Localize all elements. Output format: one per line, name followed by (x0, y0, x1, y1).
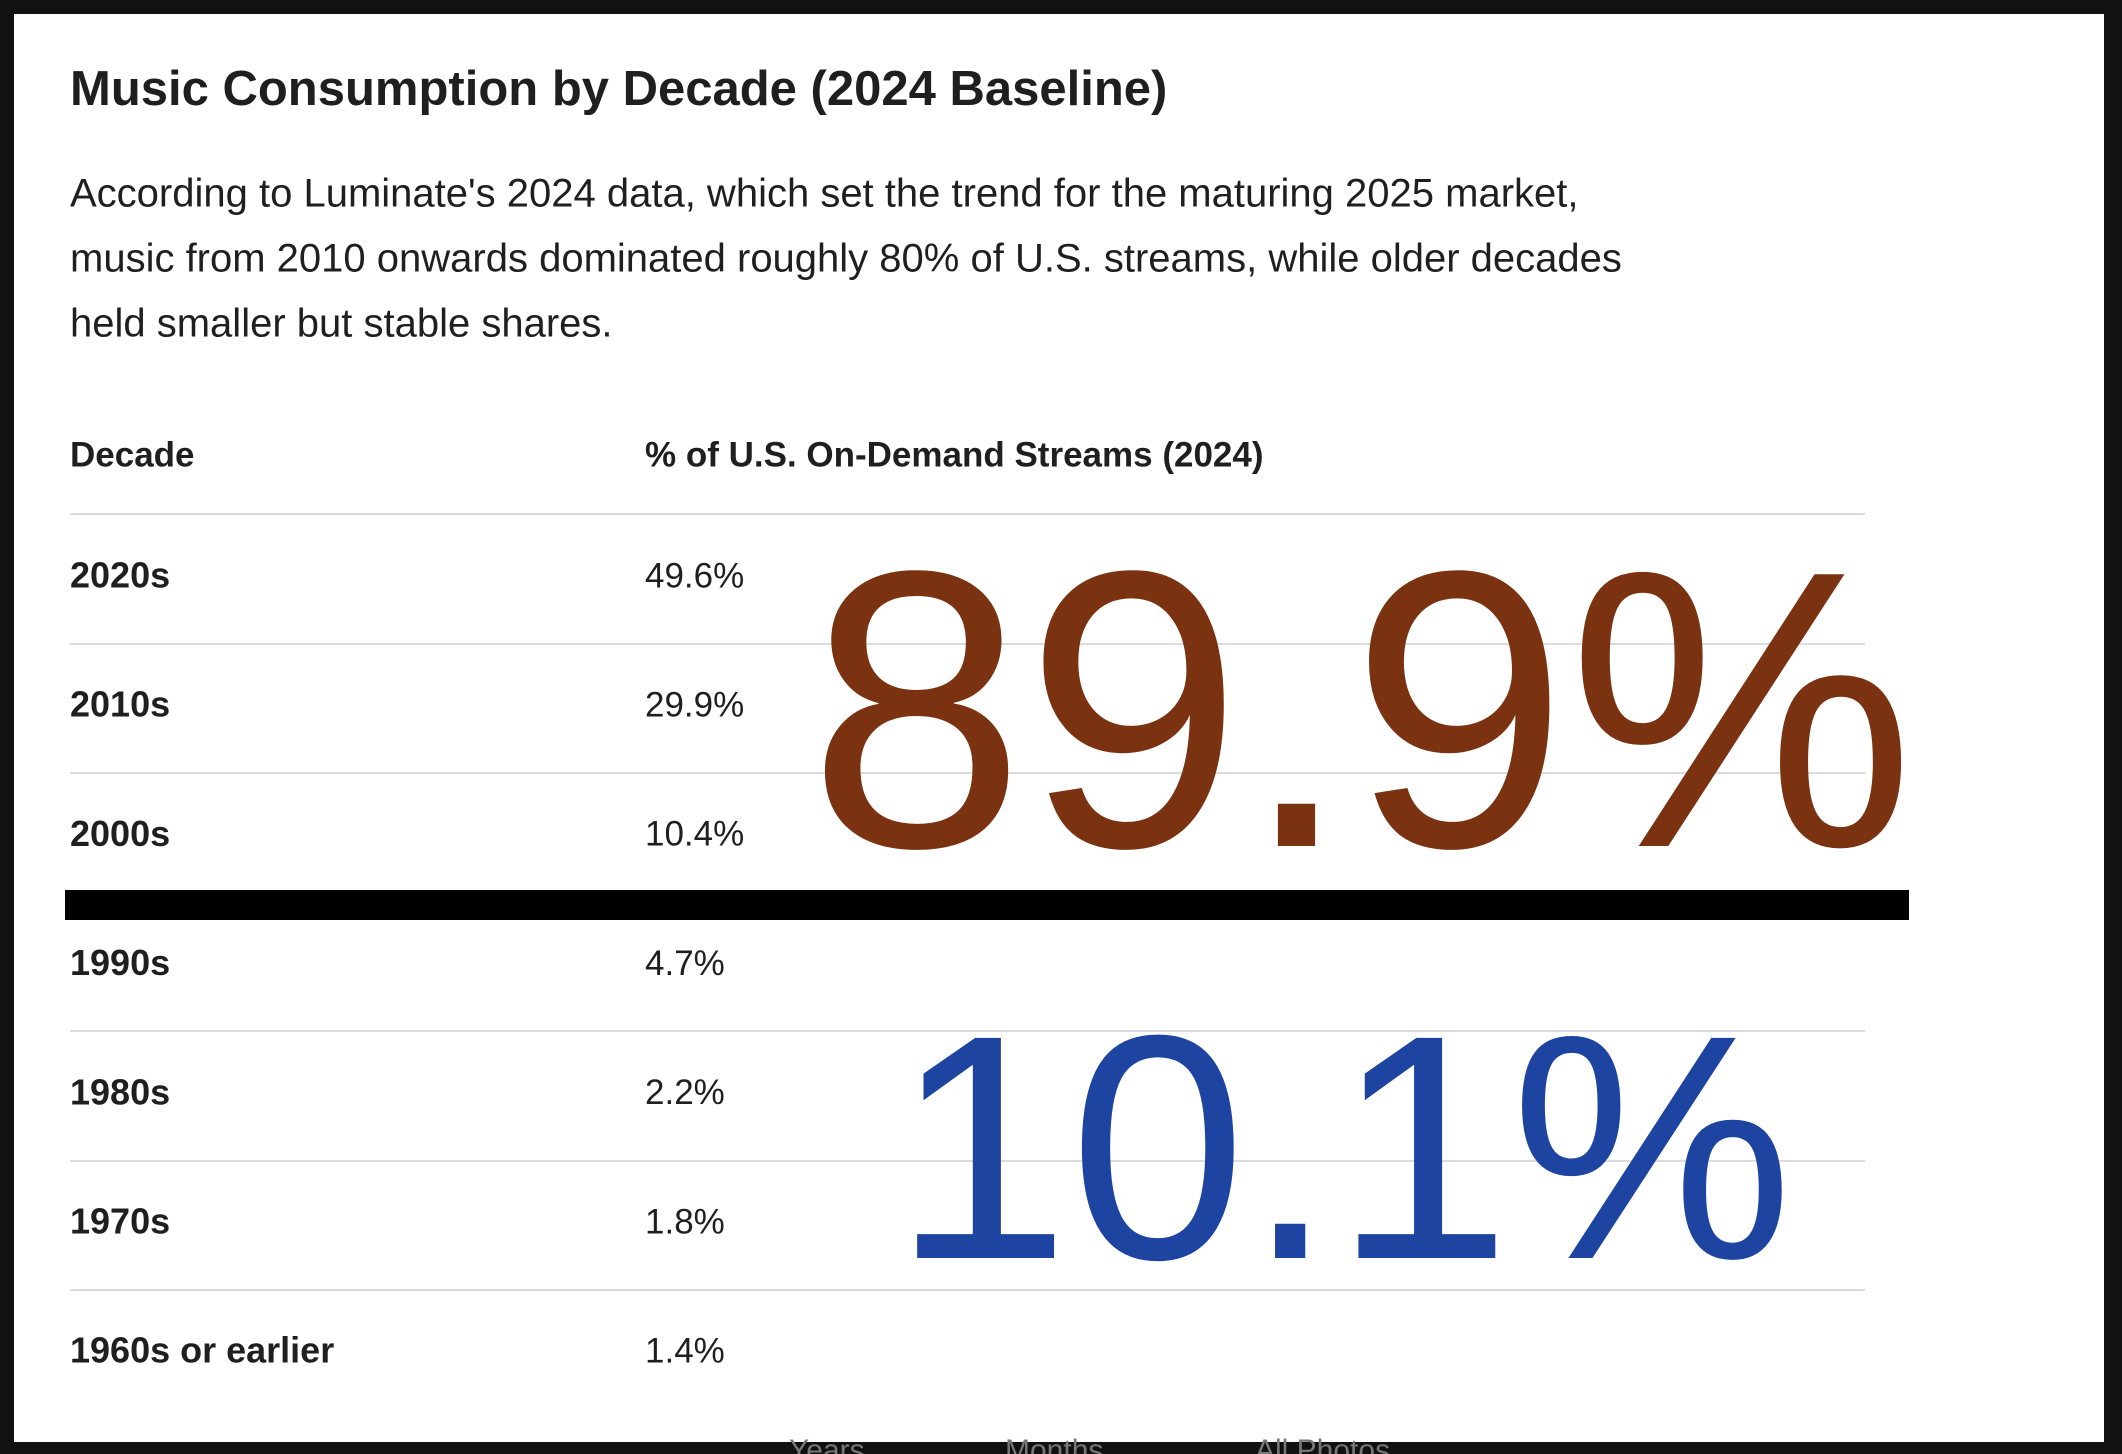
decade-cell: 1960s or earlier (70, 1330, 334, 1371)
description-line: music from 2010 onwards dominated roughl… (70, 237, 1622, 281)
decade-cell: 2010s (70, 684, 170, 725)
decade-cell: 1980s (70, 1071, 170, 1112)
footer-tab: Months (1005, 1434, 1103, 1454)
title: Music Consumption by Decade (2024 Baseli… (70, 62, 1167, 116)
share-cell: 1.4% (645, 1331, 725, 1370)
description-line: held smaller but stable shares. (70, 302, 613, 346)
share-cell: 10.4% (645, 815, 744, 854)
column-header: % of U.S. On-Demand Streams (2024) (645, 435, 1264, 474)
decade-cell: 2000s (70, 813, 170, 854)
decade-cell: 1970s (70, 1201, 170, 1242)
footer-tab: All Photos (1255, 1434, 1390, 1454)
decade-cell: 1990s (70, 942, 170, 983)
divider-bar (65, 890, 1909, 920)
decade-cell: 2020s (70, 555, 170, 596)
share-cell: 29.9% (645, 685, 744, 724)
share-cell: 4.7% (645, 944, 725, 983)
column-header: Decade (70, 435, 195, 474)
description-line: According to Luminate's 2024 data, which… (70, 172, 1579, 216)
card (14, 14, 2104, 1442)
share-cell: 2.2% (645, 1073, 725, 1112)
share-cell: 1.8% (645, 1202, 725, 1241)
footer-tab: Years (789, 1434, 865, 1454)
annotation-lower: 10.1% (893, 968, 1793, 1326)
annotation-upper: 89.9% (808, 488, 1915, 930)
share-cell: 49.6% (645, 556, 744, 595)
